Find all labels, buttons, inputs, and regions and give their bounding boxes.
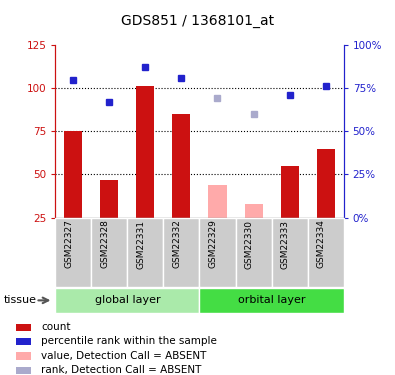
Text: GSM22331: GSM22331: [136, 220, 145, 268]
Text: GSM22329: GSM22329: [209, 220, 218, 268]
Text: GSM22334: GSM22334: [317, 220, 325, 268]
Bar: [272, 217, 308, 287]
Text: GDS851 / 1368101_at: GDS851 / 1368101_at: [121, 13, 274, 28]
Bar: [235, 217, 272, 287]
Text: global layer: global layer: [94, 296, 160, 305]
Text: count: count: [41, 322, 71, 332]
Bar: [164, 217, 199, 287]
Text: GSM22327: GSM22327: [64, 220, 73, 268]
Text: value, Detection Call = ABSENT: value, Detection Call = ABSENT: [41, 351, 207, 361]
Text: tissue: tissue: [4, 296, 37, 305]
Text: orbital layer: orbital layer: [238, 296, 305, 305]
Text: percentile rank within the sample: percentile rank within the sample: [41, 336, 217, 346]
Bar: [91, 217, 127, 287]
Bar: [127, 217, 164, 287]
Bar: [136, 86, 154, 218]
Bar: [209, 185, 226, 218]
Bar: [64, 131, 82, 218]
Bar: [16, 338, 31, 345]
Bar: [173, 114, 190, 218]
Text: GSM22332: GSM22332: [173, 220, 181, 268]
Bar: [245, 204, 263, 218]
Bar: [199, 288, 344, 313]
Bar: [16, 367, 31, 374]
Bar: [16, 352, 31, 360]
Bar: [199, 217, 235, 287]
Bar: [55, 217, 91, 287]
Text: GSM22330: GSM22330: [245, 220, 254, 268]
Bar: [308, 217, 344, 287]
Text: GSM22333: GSM22333: [280, 220, 290, 268]
Text: GSM22328: GSM22328: [100, 220, 109, 268]
Bar: [55, 288, 199, 313]
Bar: [280, 166, 299, 218]
Text: rank, Detection Call = ABSENT: rank, Detection Call = ABSENT: [41, 365, 202, 375]
Bar: [100, 180, 118, 218]
Bar: [16, 324, 31, 331]
Bar: [317, 148, 335, 217]
